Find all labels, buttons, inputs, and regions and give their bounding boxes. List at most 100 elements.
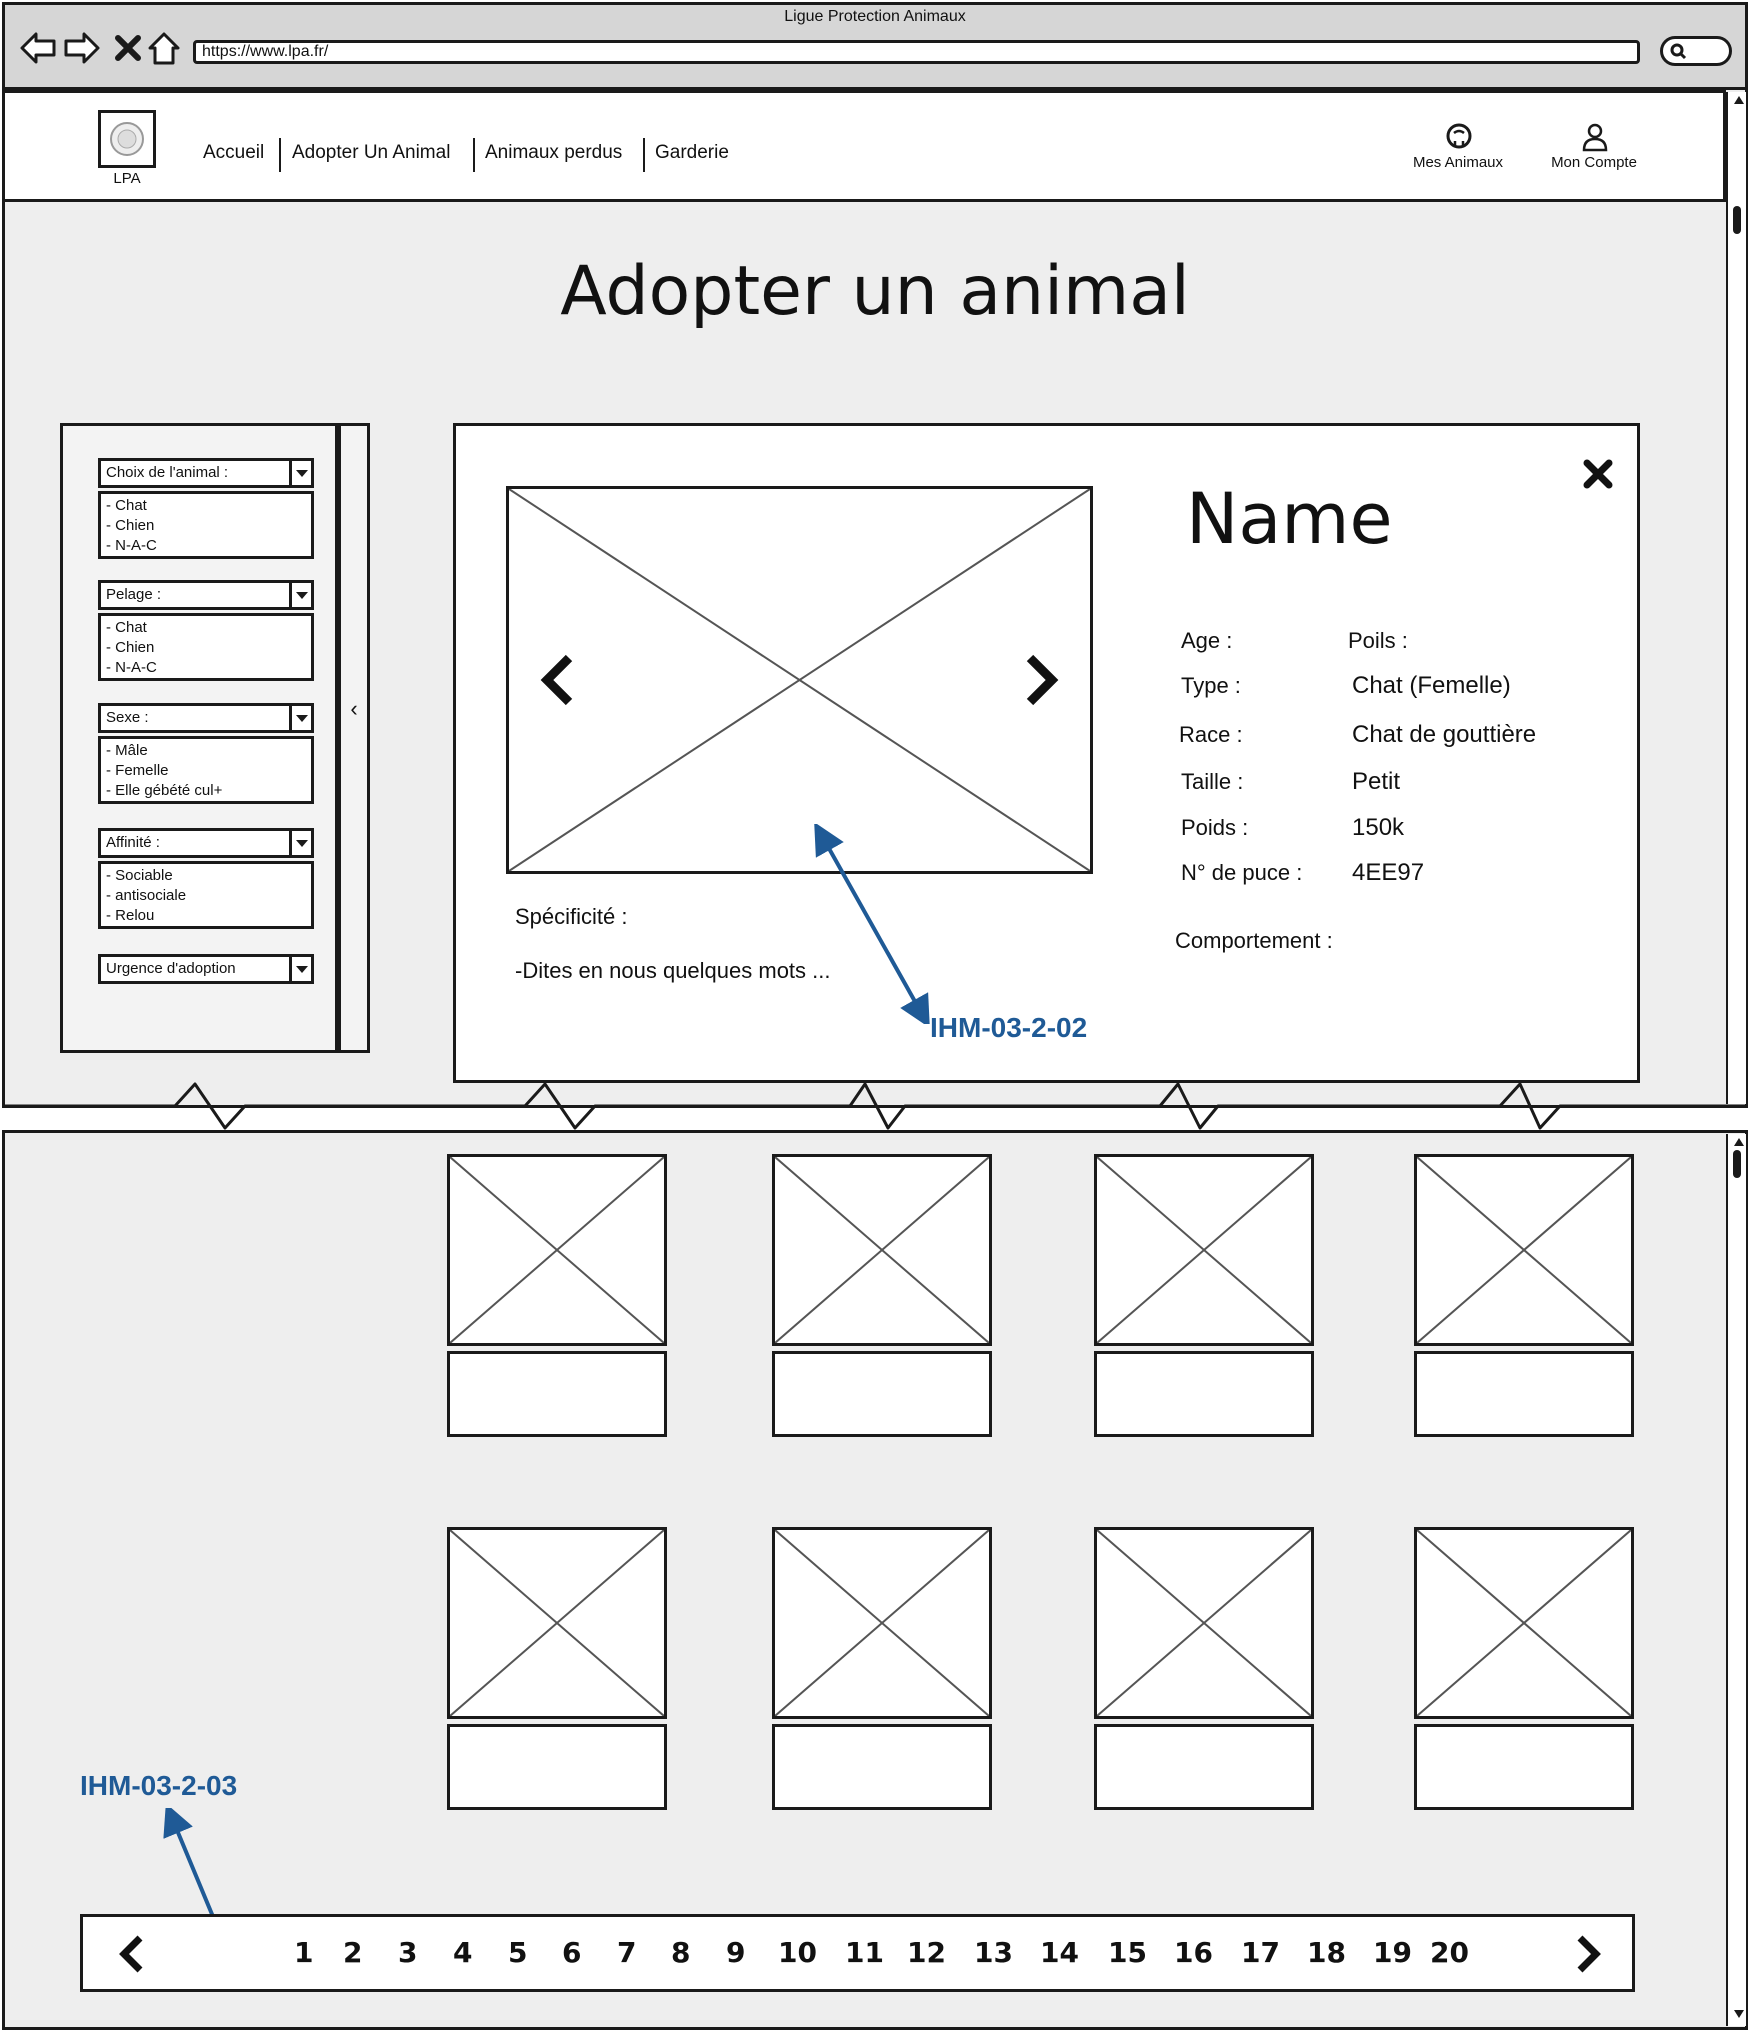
option[interactable]: - Chat bbox=[106, 497, 147, 514]
filter-affinite-dropdown[interactable]: Affinité : bbox=[98, 828, 314, 858]
option[interactable]: - Femelle bbox=[106, 762, 169, 779]
animal-card-image[interactable] bbox=[1414, 1527, 1634, 1719]
animal-card-image[interactable] bbox=[772, 1527, 992, 1719]
page-number[interactable]: 7 bbox=[617, 1936, 637, 1969]
filter-sexe-dropdown[interactable]: Sexe : bbox=[98, 703, 314, 733]
page-number[interactable]: 3 bbox=[398, 1936, 418, 1969]
page-number[interactable]: 8 bbox=[671, 1936, 691, 1969]
animal-card-image[interactable] bbox=[1414, 1154, 1634, 1346]
window-title: Ligue Protection Animaux bbox=[784, 8, 966, 25]
filter-pelage-dropdown[interactable]: Pelage : bbox=[98, 580, 314, 610]
page-number[interactable]: 1 bbox=[294, 1936, 314, 1969]
page-number[interactable]: 5 bbox=[508, 1936, 528, 1969]
forward-arrow-icon[interactable] bbox=[62, 28, 102, 68]
page-number[interactable]: 19 bbox=[1373, 1936, 1412, 1969]
option[interactable]: - Sociable bbox=[106, 867, 173, 884]
animal-photo-carousel[interactable] bbox=[506, 486, 1093, 874]
animal-card-caption[interactable] bbox=[447, 1351, 667, 1437]
chevron-right-icon[interactable] bbox=[1024, 654, 1060, 706]
filter-label: Choix de l'animal : bbox=[106, 464, 229, 481]
sidebar-collapse-button[interactable]: ‹ bbox=[338, 423, 370, 1053]
image-placeholder-icon bbox=[509, 489, 1090, 871]
page-number[interactable]: 10 bbox=[778, 1936, 817, 1969]
filter-pelage-options[interactable]: - Chat - Chien - N-A-C bbox=[98, 613, 314, 681]
my-animals-button[interactable]: Mes Animaux bbox=[1400, 122, 1516, 178]
option[interactable]: - Relou bbox=[106, 907, 155, 924]
nav-animaux-perdus[interactable]: Animaux perdus bbox=[485, 142, 623, 163]
chevron-left-icon[interactable] bbox=[539, 654, 575, 706]
scroll-thumb[interactable] bbox=[1733, 1150, 1741, 1178]
scrollbar[interactable] bbox=[1726, 1134, 1746, 2026]
search-icon bbox=[1670, 43, 1687, 60]
filter-sexe-options[interactable]: - Mâle - Femelle - Elle gébété cul+ bbox=[98, 736, 314, 804]
page-number[interactable]: 14 bbox=[1040, 1936, 1079, 1969]
page-number[interactable]: 12 bbox=[907, 1936, 946, 1969]
animal-card-image[interactable] bbox=[1094, 1154, 1314, 1346]
option[interactable]: - Chat bbox=[106, 619, 147, 636]
scroll-thumb[interactable] bbox=[1733, 206, 1741, 234]
option[interactable]: - N-A-C bbox=[106, 537, 157, 554]
chevron-left-icon[interactable] bbox=[118, 1934, 146, 1974]
annotation-arrow-icon bbox=[814, 824, 930, 1024]
scrollbar[interactable] bbox=[1726, 92, 1746, 1104]
animal-card-caption[interactable] bbox=[1414, 1351, 1634, 1437]
chevron-down-icon bbox=[289, 831, 311, 855]
filter-urgence-dropdown[interactable]: Urgence d'adoption bbox=[98, 954, 314, 984]
page-number[interactable]: 17 bbox=[1241, 1936, 1280, 1969]
page-number[interactable]: 20 bbox=[1430, 1936, 1469, 1969]
nav-accueil[interactable]: Accueil bbox=[203, 142, 265, 163]
stop-icon[interactable] bbox=[108, 28, 148, 68]
filter-animal-options[interactable]: - Chat - Chien - N-A-C bbox=[98, 491, 314, 559]
scroll-up-icon[interactable] bbox=[1734, 96, 1744, 104]
animal-card-image[interactable] bbox=[772, 1154, 992, 1346]
animal-card-caption[interactable] bbox=[1094, 1351, 1314, 1437]
nav-separator bbox=[279, 138, 281, 172]
animal-card-caption[interactable] bbox=[772, 1724, 992, 1810]
my-account-button[interactable]: Mon Compte bbox=[1536, 122, 1652, 178]
site-header bbox=[2, 90, 1726, 202]
animal-card-caption[interactable] bbox=[1094, 1724, 1314, 1810]
github-icon bbox=[1446, 123, 1472, 149]
option[interactable]: - Chien bbox=[106, 517, 155, 534]
animal-card-caption[interactable] bbox=[447, 1724, 667, 1810]
filter-animal-dropdown[interactable]: Choix de l'animal : bbox=[98, 458, 314, 488]
chevron-right-icon[interactable] bbox=[1574, 1934, 1602, 1974]
animal-card-caption[interactable] bbox=[772, 1351, 992, 1437]
option[interactable]: - Elle gébété cul+ bbox=[106, 782, 223, 799]
puce-label: N° de puce : bbox=[1181, 860, 1303, 885]
nav-adopter[interactable]: Adopter Un Animal bbox=[292, 142, 451, 163]
image-placeholder-icon bbox=[774, 1156, 990, 1344]
nav-garderie[interactable]: Garderie bbox=[655, 142, 729, 163]
filter-affinite-options[interactable]: - Sociable - antisociale - Relou bbox=[98, 861, 314, 929]
page-title: Adopter un animal bbox=[560, 252, 1190, 331]
page-number[interactable]: 4 bbox=[453, 1936, 473, 1969]
logo[interactable] bbox=[98, 110, 156, 168]
page-number[interactable]: 15 bbox=[1108, 1936, 1147, 1969]
animal-card-image[interactable] bbox=[447, 1527, 667, 1719]
option[interactable]: - Chien bbox=[106, 639, 155, 656]
page-number[interactable]: 16 bbox=[1174, 1936, 1213, 1969]
user-icon bbox=[1582, 123, 1608, 152]
poids-label: Poids : bbox=[1181, 815, 1249, 840]
page-number[interactable]: 2 bbox=[343, 1936, 363, 1969]
home-icon[interactable] bbox=[144, 28, 184, 68]
animal-card-image[interactable] bbox=[1094, 1527, 1314, 1719]
url-bar[interactable]: https://www.lpa.fr/ bbox=[193, 40, 1640, 64]
page-number[interactable]: 6 bbox=[562, 1936, 582, 1969]
browser-search[interactable] bbox=[1660, 36, 1732, 66]
scroll-up-icon[interactable] bbox=[1734, 1138, 1744, 1146]
animal-card-image[interactable] bbox=[447, 1154, 667, 1346]
image-placeholder-icon bbox=[449, 1529, 665, 1717]
page-number[interactable]: 9 bbox=[726, 1936, 746, 1969]
scroll-down-icon[interactable] bbox=[1734, 2010, 1744, 2018]
option[interactable]: - Mâle bbox=[106, 742, 148, 759]
nav-separator bbox=[643, 138, 645, 172]
back-arrow-icon[interactable] bbox=[18, 28, 58, 68]
close-icon[interactable] bbox=[1582, 458, 1614, 490]
option[interactable]: - N-A-C bbox=[106, 659, 157, 676]
animal-card-caption[interactable] bbox=[1414, 1724, 1634, 1810]
page-number[interactable]: 11 bbox=[845, 1936, 884, 1969]
option[interactable]: - antisociale bbox=[106, 887, 187, 904]
page-number[interactable]: 18 bbox=[1307, 1936, 1346, 1969]
page-number[interactable]: 13 bbox=[974, 1936, 1013, 1969]
